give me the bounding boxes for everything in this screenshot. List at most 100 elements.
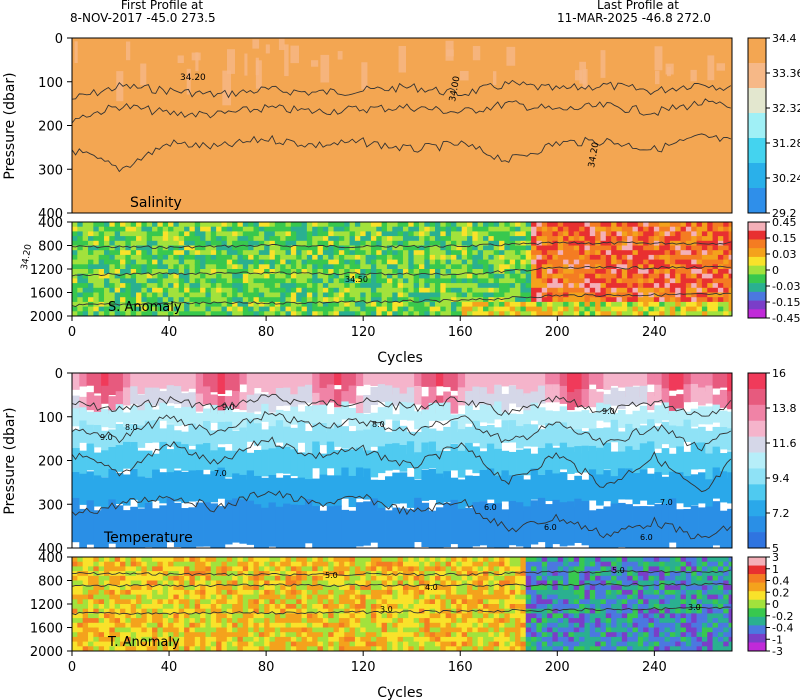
temperature-cell xyxy=(93,395,102,414)
anomaly-cell xyxy=(472,231,479,237)
anomaly-cell xyxy=(418,618,425,624)
anomaly-cell xyxy=(515,222,521,228)
anomaly-cell xyxy=(301,292,308,298)
anomaly-cell xyxy=(184,646,190,651)
anomaly-cell xyxy=(125,311,132,316)
temperature-cell xyxy=(516,449,524,477)
anomaly-cell xyxy=(413,604,420,610)
anomaly-cell xyxy=(216,269,222,275)
temperature-cell xyxy=(93,411,102,430)
temperature-cell xyxy=(130,468,138,500)
anomaly-cell xyxy=(461,557,468,563)
anomaly-cell xyxy=(216,561,222,567)
anomaly-cell xyxy=(253,636,260,642)
anomaly-cell xyxy=(675,287,681,293)
anomaly-cell xyxy=(547,306,553,312)
anomaly-cell xyxy=(157,618,164,624)
anomaly-cell xyxy=(451,608,457,614)
anomaly-cell xyxy=(306,618,313,624)
temperature-cell xyxy=(610,503,619,548)
temperature-cell xyxy=(486,373,495,394)
anomaly-cell xyxy=(269,566,276,572)
anomaly-cell xyxy=(301,222,308,228)
anomaly-cell xyxy=(680,236,687,242)
anomaly-cell xyxy=(376,250,383,256)
anomaly-cell xyxy=(632,259,639,265)
temperature-cell xyxy=(348,385,357,404)
anomaly-cell xyxy=(226,222,233,228)
anomaly-cell xyxy=(435,632,441,638)
temperature-contour-label: 6.0 xyxy=(484,503,497,512)
anomaly-cell xyxy=(467,571,473,577)
anomaly-cell xyxy=(504,306,511,312)
anomaly-cell xyxy=(557,278,564,284)
anomaly-cell xyxy=(178,589,185,595)
temperature-cell xyxy=(567,501,575,546)
anomaly-cell xyxy=(184,311,190,316)
anomaly-cell xyxy=(413,575,420,581)
temperature-cell xyxy=(188,392,197,411)
anomaly-cell xyxy=(467,292,473,298)
anomaly-cell xyxy=(445,269,452,275)
anomaly-cell xyxy=(242,561,249,567)
anomaly-cell xyxy=(114,604,121,610)
anomaly-cell xyxy=(333,604,340,610)
anomaly-cell xyxy=(194,599,201,605)
temperature-cell xyxy=(698,426,706,450)
anomaly-cell xyxy=(616,264,623,270)
anomaly-cell xyxy=(386,254,393,260)
anomaly-cell xyxy=(146,240,153,246)
anomaly-cell xyxy=(467,604,473,610)
anomaly-cell xyxy=(269,599,276,605)
anomaly-cell xyxy=(157,646,164,651)
anomaly-cell xyxy=(253,264,260,270)
anomaly-cell xyxy=(162,608,169,614)
anomaly-cell xyxy=(104,566,110,572)
anomaly-cell xyxy=(130,571,137,577)
anomaly-cell xyxy=(664,259,671,265)
anomaly-cell xyxy=(493,297,500,303)
anomaly-cell xyxy=(643,226,649,232)
anomaly-cell xyxy=(584,250,591,256)
anomaly-cell xyxy=(568,231,575,237)
anomaly-cell xyxy=(322,269,329,275)
y-tick-label: 100 xyxy=(38,76,63,91)
anomaly-cell xyxy=(93,287,100,293)
anomaly-cell xyxy=(237,301,244,307)
anomaly-cell xyxy=(472,240,479,246)
anomaly-cell xyxy=(616,245,623,251)
anomaly-cell xyxy=(675,297,681,303)
anomaly-cell xyxy=(504,557,511,563)
anomaly-cell xyxy=(680,222,687,228)
anomaly-cell xyxy=(429,306,436,312)
anomaly-cell xyxy=(579,226,585,232)
temperature-cell xyxy=(334,505,342,548)
anomaly-cell xyxy=(621,250,628,256)
anomaly-cell xyxy=(114,580,121,586)
anomaly-cell xyxy=(472,622,479,628)
temperature-cell xyxy=(275,477,284,509)
anomaly-cell xyxy=(98,269,105,275)
anomaly-cell xyxy=(435,585,441,591)
salinity-anomaly-x-label: Cycles xyxy=(377,350,423,366)
temperature-cell xyxy=(421,409,430,428)
anomaly-cell xyxy=(621,222,628,228)
anomaly-cell xyxy=(109,240,116,246)
anomaly-cell xyxy=(141,278,148,284)
anomaly-cell xyxy=(573,283,580,289)
anomaly-cell xyxy=(274,254,281,260)
anomaly-cell xyxy=(413,273,420,279)
anomaly-cell xyxy=(680,287,687,293)
anomaly-cell xyxy=(520,245,527,251)
anomaly-cell xyxy=(146,589,153,595)
anomaly-cell xyxy=(413,269,420,275)
anomaly-cell xyxy=(157,589,164,595)
anomaly-cell xyxy=(210,226,217,232)
anomaly-cell xyxy=(381,264,388,270)
salinity-patch xyxy=(265,44,270,54)
anomaly-cell xyxy=(445,594,452,600)
anomaly-cell xyxy=(317,585,324,591)
anomaly-cell xyxy=(365,641,372,647)
anomaly-cell xyxy=(381,622,388,628)
anomaly-cell xyxy=(189,636,196,642)
